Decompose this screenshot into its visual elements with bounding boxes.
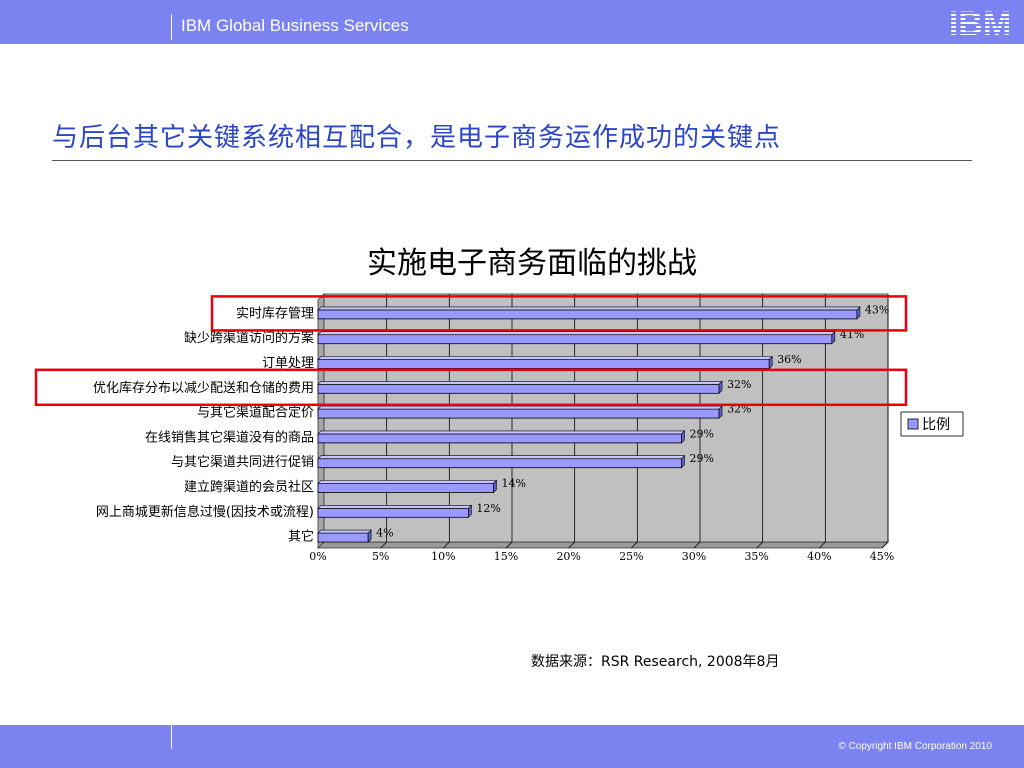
bar-end [367, 529, 372, 543]
highlight-box [210, 295, 908, 332]
page-title: 与后台其它关键系统相互配合，是电子商务运作成功的关键点 [52, 123, 782, 153]
bar [317, 532, 369, 543]
x-tick-label: 5% [372, 550, 389, 563]
data-label: 4% [376, 527, 393, 540]
gridline-floor [505, 541, 513, 549]
chart-title: 实施电子商务面临的挑战 [367, 246, 697, 281]
gridline-floor [819, 541, 826, 549]
category-label: 优化库存分布以减少配送和仓储的费用 [93, 380, 314, 396]
bar-top [317, 455, 686, 459]
legend-label: 比例 [922, 417, 950, 433]
bar-top [317, 331, 836, 336]
gridline-floor [380, 541, 387, 549]
category-label: 实时库存管理 [236, 305, 314, 321]
header-bar: IBM Global Business Services IBM [0, 0, 1024, 44]
bar-top [317, 381, 723, 385]
gridline-floor [568, 541, 575, 549]
svg-text:IBM: IBM [949, 6, 1011, 38]
bar-chart: 0% 5% 10% 15% 20% 25% 30% 35% 40% 45% 实时库存管理 43% 缺少跨… [34, 293, 964, 563]
bar-top [317, 529, 372, 534]
data-label: 29% [689, 452, 713, 465]
gridline-floor [693, 541, 701, 549]
category-label: 缺少跨渠道访问的方案 [184, 330, 314, 346]
bar [317, 483, 494, 493]
highlight-box [34, 368, 908, 407]
bar-end [718, 380, 723, 395]
footer-bar: © Copyright IBM Corporation 2010 [0, 725, 1024, 768]
gridline-floor [631, 541, 638, 549]
x-tick-label: 15% [494, 550, 518, 563]
ibm-logo: IBM [949, 6, 1011, 38]
bar [317, 359, 770, 369]
bar-end [468, 504, 472, 519]
bar [317, 458, 682, 469]
bar-end [493, 479, 497, 494]
data-label: 12% [476, 502, 500, 515]
legend-swatch [907, 418, 919, 430]
x-tick-label: 45% [870, 550, 894, 563]
footer-divider [171, 725, 172, 749]
x-tick-label: 10% [431, 550, 455, 563]
category-label: 与其它渠道共同进行促销 [171, 454, 314, 470]
brand-name: IBM Global Business Services [181, 16, 409, 35]
x-tick-label: 30% [682, 550, 706, 563]
category-label: 订单处理 [262, 356, 314, 371]
bar [317, 433, 682, 444]
bar-end [681, 454, 685, 469]
bar [317, 334, 833, 345]
category-label: 其它 [288, 529, 314, 545]
plot-floor [317, 541, 889, 549]
bar-end [831, 330, 836, 345]
bar-end [681, 430, 685, 444]
bar-top [317, 356, 773, 360]
category-label: 网上商城更新信息过慢(因技术或流程) [96, 504, 314, 520]
gridline-floor [443, 541, 450, 549]
bar [317, 309, 858, 320]
bar-top [317, 480, 498, 484]
category-label: 与其它渠道配合定价 [197, 405, 314, 421]
gridline-floor [756, 541, 763, 549]
bar-top [317, 505, 473, 509]
bar [317, 408, 720, 419]
source-note: 数据来源：RSR Research, 2008年8月 [531, 654, 780, 670]
x-tick-label: 35% [744, 550, 768, 563]
data-label: 32% [727, 378, 751, 391]
data-label: 43% [865, 303, 889, 316]
gridline-floor [881, 541, 889, 549]
x-tick-label: 25% [619, 550, 643, 563]
header-divider [171, 14, 172, 40]
bar-end [768, 355, 773, 370]
x-tick-label: 40% [807, 550, 831, 563]
bar-end [856, 306, 861, 320]
category-label: 在线销售其它渠道没有的商品 [145, 429, 314, 445]
data-label: 29% [689, 427, 713, 440]
bar [317, 383, 720, 394]
copyright: © Copyright IBM Corporation 2010 [838, 741, 992, 752]
category-label: 建立跨渠道的会员社区 [184, 479, 314, 495]
x-tick-label: 20% [556, 550, 580, 563]
bar-end [718, 405, 723, 419]
bar [317, 507, 469, 518]
bar-top [317, 306, 861, 311]
data-label: 36% [777, 353, 801, 366]
bar-top [317, 430, 686, 435]
bar-top [317, 405, 723, 410]
data-label: 14% [501, 477, 525, 490]
x-tick-label: 0% [309, 550, 326, 563]
title-rule [52, 160, 972, 161]
